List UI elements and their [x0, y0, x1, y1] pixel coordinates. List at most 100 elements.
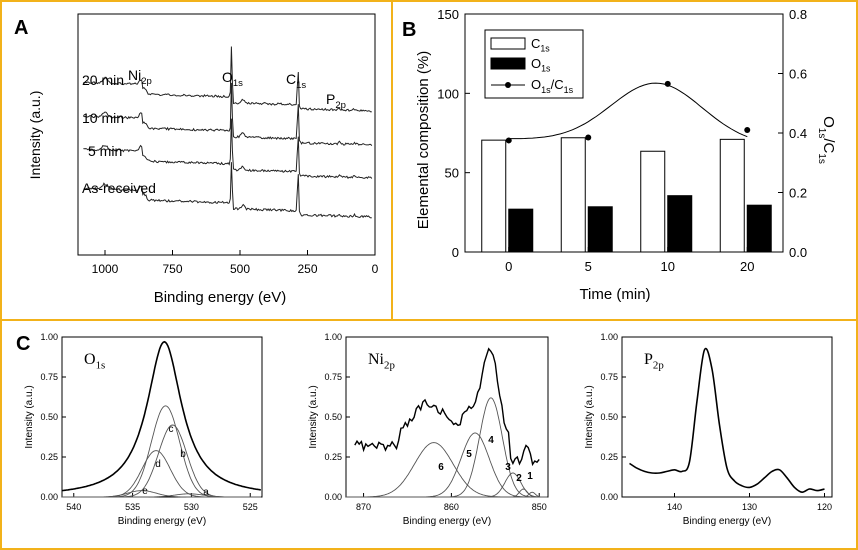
panel-C1-ylabel: Intensity (a.u.) — [24, 385, 35, 448]
panel-b-bar-c1s — [719, 138, 745, 253]
panel-b-legend-ratio-o: O — [531, 77, 541, 92]
panel-a-series-label: 20 min — [82, 72, 124, 88]
panel-C3-spectrum — [629, 347, 825, 494]
panel-C1-ytick-label: 0.75 — [40, 372, 58, 382]
panel-C1-title-main: O — [84, 351, 96, 368]
y2-c-sub: 1s — [816, 153, 827, 164]
panel-C1-component-b — [62, 424, 261, 498]
panel-C2-ylabel: Intensity (a.u.) — [308, 385, 319, 448]
panel-b-ylabel: Elemental composition (%) — [415, 51, 432, 229]
panel-C2-xtick-label: 850 — [532, 502, 547, 512]
panel-C3-xlabel: Binding energy (eV) — [683, 516, 771, 527]
panel-C2-ytick-label: 0.50 — [324, 412, 342, 422]
panel-C1-ytick-label: 1.00 — [40, 332, 58, 342]
y2-o: O — [820, 116, 837, 128]
panel-C3-title-sub: 2p — [653, 359, 664, 371]
panel-C1-xlabel: Binding energy (eV) — [118, 516, 206, 527]
panel-b-legend-ratio: O1s/C1s — [531, 77, 574, 95]
panel-a-peak-label-sub: 1s — [233, 78, 243, 89]
panel-b-xtick-label: 10 — [661, 259, 675, 274]
panel-C3-ytick-label: 0.25 — [600, 452, 618, 462]
panel-C3-ytick-label: 0.00 — [600, 492, 618, 502]
panel-a-xtick-label: 250 — [297, 262, 317, 276]
panel-C1-component-label: d — [155, 459, 161, 470]
panel-C2-title-sub: 2p — [384, 359, 395, 371]
panel-C2-ytick-label: 0.75 — [324, 372, 342, 382]
panel-C1-component-d — [62, 450, 261, 498]
panel-b-bar-c1s — [560, 137, 586, 253]
panel-b-legend-c1s: C1s — [531, 36, 550, 54]
panel-b-bar-o1s — [746, 204, 772, 253]
panel-a-peak-label: C1s — [286, 71, 306, 91]
panel-C2-title-main: Ni — [368, 351, 385, 368]
panel-C2-component-6 — [346, 442, 548, 498]
panel-C1-component-label: e — [142, 486, 148, 497]
panel-C2-title: Ni2p — [368, 351, 395, 371]
panel-a-peak-label-main: P — [326, 91, 335, 107]
panel-C2-component-label: 5 — [466, 449, 472, 460]
panel-a-peak-label-main: C — [286, 71, 296, 87]
panel-b-y2tick-label: 0.4 — [789, 126, 807, 141]
panel-b-bar-c1s — [640, 150, 666, 253]
panel-C1-envelope — [61, 340, 261, 492]
panel-a-peak-label: O1s — [222, 69, 243, 89]
panel-b-ytick-label: 50 — [445, 166, 459, 181]
panel-a-xlabel: Binding energy (eV) — [154, 289, 287, 306]
panel-b-bar-o1s — [667, 195, 693, 253]
panel-c-frame — [0, 319, 858, 550]
panel-C1-title: O1s — [84, 351, 105, 371]
y2-slash: / — [820, 138, 837, 143]
panel-C2-xtick-label: 860 — [444, 502, 459, 512]
panel-b-y2tick-label: 0.6 — [789, 67, 807, 82]
panel-b-bar-c1s — [481, 139, 507, 253]
panel-C2-component-5 — [346, 432, 548, 498]
panel-a-peak-label-sub: 2p — [335, 100, 346, 111]
panel-b-xlabel: Time (min) — [579, 286, 650, 303]
panel-C2-component-label: 3 — [505, 462, 511, 473]
panel-a-xtick-label: 1000 — [92, 262, 119, 276]
panel-a: A 1000 750 500 250 0 20 min 10 min 5 min As-rec… — [14, 13, 379, 306]
panel-C1-ytick-label: 0.50 — [40, 412, 58, 422]
panel-C2-component-label: 4 — [488, 435, 494, 446]
panel-C2-ytick-label: 0.25 — [324, 452, 342, 462]
panel-C1-xtick-label: 525 — [243, 502, 258, 512]
panel-b-legend-o1s-main: O — [531, 56, 541, 71]
panel-C3-xtick-label: 130 — [742, 502, 757, 512]
panel-C1-xtick-label: 535 — [125, 502, 140, 512]
panel-C1-ytick-label: 0.00 — [40, 492, 58, 502]
panel-C1-ytick-label: 0.25 — [40, 452, 58, 462]
panel-C3-ytick-label: 0.75 — [600, 372, 618, 382]
panel-b-bar-o1s — [508, 208, 534, 253]
panel-C2-ytick-label: 1.00 — [324, 332, 342, 342]
panel-b-legend-c1s-sub: 1s — [540, 44, 550, 54]
panel-C2-ytick-label: 0.00 — [324, 492, 342, 502]
panel-b-ratio-point — [664, 80, 671, 87]
panel-b-xtick-label: 20 — [740, 259, 754, 274]
panel-b-ratio-point — [585, 134, 592, 141]
panel-a-spectrum-line — [83, 162, 372, 219]
panel-a-peak-label-main: Ni — [128, 67, 141, 83]
panel-C2-component-label: 1 — [527, 471, 533, 482]
panel-b-legend-c1s-main: C — [531, 36, 540, 51]
panel-a-ylabel: Intensity (a.u.) — [27, 91, 43, 180]
panel-a-xtick-label: 500 — [230, 262, 250, 276]
panel-a-spectrum-line — [83, 118, 373, 179]
panel-C1-xtick-label: 530 — [184, 502, 199, 512]
panel-a-peak-label-sub: 1s — [296, 80, 306, 91]
panel-C2-measured-spectrum — [354, 347, 540, 467]
panel-b-legend-ratio-c-sub: 1s — [564, 85, 574, 95]
panel-b-ytick-label: 150 — [437, 7, 459, 22]
panel-a-peak-label-main: O — [222, 69, 233, 85]
panel-b-y2tick-label: 0.0 — [789, 245, 807, 260]
panel-C3-title-main: P — [644, 351, 653, 368]
panel-C1-title-sub: 1s — [96, 359, 106, 371]
panel-C3-xtick-label: 140 — [667, 502, 682, 512]
y2-c: C — [820, 143, 837, 154]
panel-b-legend-ratio-o-sub: 1s — [541, 85, 551, 95]
panel-C1-component-label: b — [180, 449, 186, 460]
panel-b-legend-o1s-sub: 1s — [541, 64, 551, 74]
panel-b-ratio-point — [505, 137, 512, 144]
panel-b-y2label: O1s/C1s — [816, 116, 837, 164]
panel-b-ratio-curve — [508, 82, 748, 140]
